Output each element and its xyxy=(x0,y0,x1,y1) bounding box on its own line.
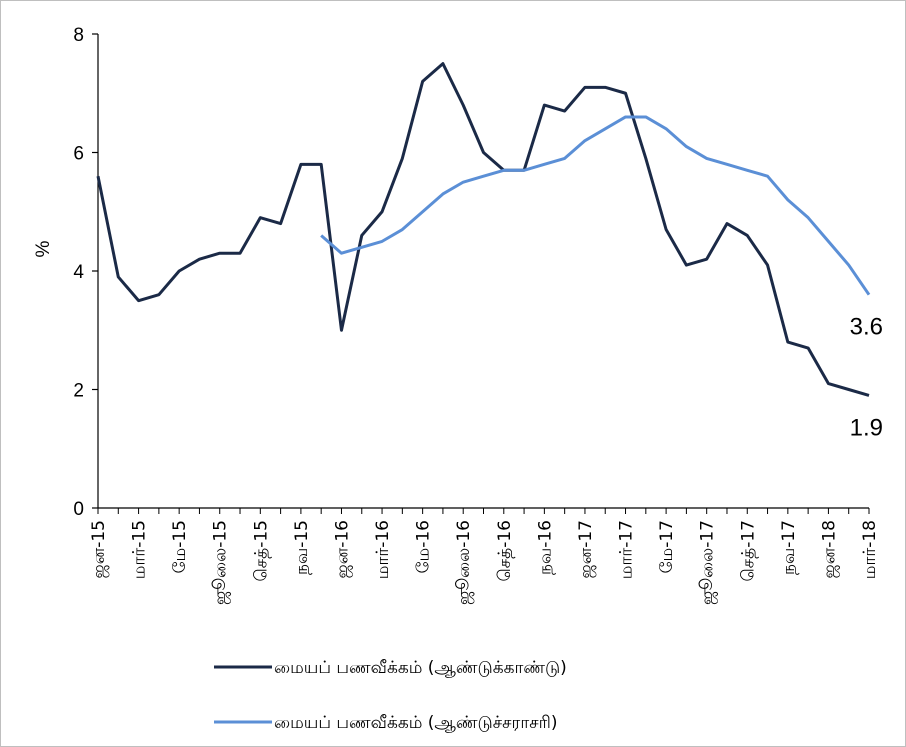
y-ticks: 0 2 4 6 8 xyxy=(73,25,98,520)
x-tick-label: மே-16 xyxy=(414,520,434,574)
series-line-2 xyxy=(320,115,871,296)
y-tick-label: 2 xyxy=(73,381,84,402)
x-tick-label: செத்-16 xyxy=(495,520,515,581)
x-tick-label: ஜன-18 xyxy=(819,520,840,578)
x-tick-label: ஜூலை-17 xyxy=(698,520,719,605)
y-tick-label: 4 xyxy=(73,262,84,283)
x-tick-label: மார்-16 xyxy=(373,520,393,579)
x-tick-label: செத்-17 xyxy=(738,520,758,581)
x-tick-label: செத்-15 xyxy=(251,520,271,581)
x-ticks: ஜன-15 மார்-15 மே-15 ஜூலை-15 செத்-15 நவ-15 ஜன-1… xyxy=(89,508,880,605)
legend-label-2: மையப் பணவீக்கம் (ஆண்டுச்சராசரி) xyxy=(274,713,558,733)
x-tick-label: மார்-17 xyxy=(617,520,637,579)
end-labels: 1.9 3.6 xyxy=(850,314,883,442)
x-tick-label: மே-17 xyxy=(657,520,677,574)
x-tick-label: மார்-15 xyxy=(130,520,150,579)
x-tick-label: ஜூலை-16 xyxy=(454,520,475,605)
y-tick-label: 8 xyxy=(73,25,84,46)
y-tick-label: 0 xyxy=(73,499,84,520)
x-tick-label: நவ-17 xyxy=(779,520,799,575)
end-label-series-1: 1.9 xyxy=(850,414,883,441)
legend-label-1: மையப் பணவீக்கம் (ஆண்டுக்காண்டு) xyxy=(274,658,567,678)
legend: மையப் பணவீக்கம் (ஆண்டுக்காண்டு) மையப் பணவ… xyxy=(214,658,567,733)
x-tick-label: ஜன-17 xyxy=(576,520,597,578)
x-tick-label: ஜன-15 xyxy=(89,520,110,578)
x-tick-label: மார்-18 xyxy=(860,520,880,579)
x-tick-label: ஜூலை-15 xyxy=(211,520,232,605)
series-line-1 xyxy=(96,62,870,397)
x-tick-label: நவ-16 xyxy=(535,520,555,575)
axes xyxy=(97,34,869,509)
y-tick-label: 6 xyxy=(73,144,84,165)
series-lines xyxy=(96,62,871,397)
y-axis-label: % xyxy=(33,240,54,257)
end-label-series-2: 3.6 xyxy=(850,314,883,341)
x-tick-label: நவ-15 xyxy=(292,520,312,575)
x-tick-label: ஜன-16 xyxy=(332,520,353,578)
x-tick-label: மே-15 xyxy=(170,520,190,574)
